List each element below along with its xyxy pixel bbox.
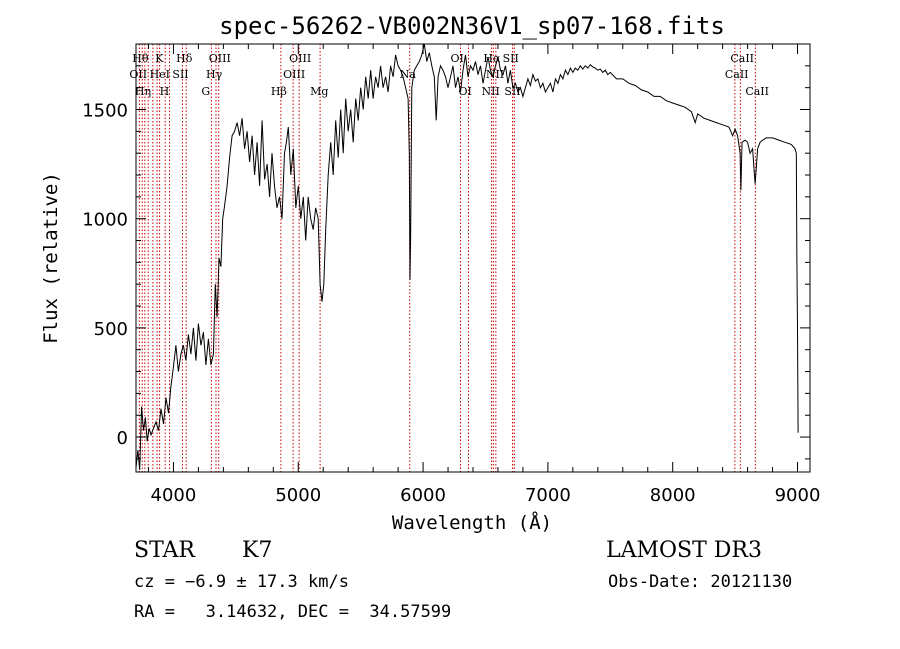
line-marker-label: OI: [459, 85, 472, 98]
y-axis-label: Flux (relative): [40, 172, 62, 344]
survey-name: LAMOST DR3: [606, 538, 762, 563]
y-tick-label: 1000: [82, 210, 128, 231]
x-tick-label: 5000: [275, 485, 321, 506]
coordinates-readout: RA = 3.14632, DEC = 34.57599: [134, 602, 452, 622]
line-marker-label: SII: [172, 68, 188, 81]
x-tick-label: 4000: [151, 485, 197, 506]
y-tick-label: 0: [117, 428, 128, 449]
spectral-line-markers: [138, 44, 756, 472]
line-marker-label: Hβ: [271, 85, 287, 98]
line-marker-label: CaII: [745, 85, 769, 98]
x-axis-label: Wavelength (Å): [392, 511, 552, 534]
line-marker-label: Hγ: [206, 68, 223, 81]
x-tick-label: 8000: [650, 485, 696, 506]
spectral-line-labels: OIIHθHηHeIKHSIIHδGHγOIIIHβOIIIOIIIMgNaOI…: [129, 52, 769, 98]
obs-date: Obs-Date: 20121130: [608, 572, 793, 592]
x-tick-label: 6000: [400, 485, 446, 506]
plot-frame: [135, 43, 811, 473]
line-marker-label: OIII: [289, 52, 311, 65]
flux-series-line: [135, 43, 799, 470]
line-marker-label: NII: [481, 85, 499, 98]
object-subclass: K7: [242, 538, 273, 563]
line-marker-label: OI: [451, 52, 464, 65]
object-class: STAR: [134, 538, 195, 563]
line-marker-label: HeI: [150, 68, 170, 81]
line-marker-label: Hη: [135, 85, 151, 98]
y-axis-ticks: 0 500 1000 1500: [82, 65, 810, 460]
line-marker-label: SII: [503, 52, 519, 65]
line-marker-label: OIII: [209, 52, 231, 65]
line-marker-label: CaII: [725, 68, 749, 81]
line-marker-label: Na: [400, 68, 417, 81]
line-marker-label: OII: [129, 68, 147, 81]
x-tick-label: 9000: [775, 485, 821, 506]
redshift-readout: cz = −6.9 ± 17.3 km/s: [134, 572, 349, 592]
line-marker-label: H: [160, 85, 170, 98]
x-axis-ticks: 4000 5000 6000 7000 8000 9000: [147, 44, 821, 506]
line-marker-label: Hθ: [132, 52, 149, 65]
line-marker-label: K: [155, 52, 164, 65]
line-marker-label: G: [201, 85, 210, 98]
y-tick-label: 1500: [82, 101, 128, 122]
line-marker-label: OIII: [283, 68, 305, 81]
x-tick-label: 7000: [525, 485, 571, 506]
chart-title: spec-56262-VB002N36V1_sp07-168.fits: [219, 12, 725, 40]
y-tick-label: 500: [94, 319, 128, 340]
line-marker-label: Mg: [310, 85, 328, 98]
line-marker-label: Hδ: [176, 52, 193, 65]
line-marker-label: CaII: [730, 52, 754, 65]
